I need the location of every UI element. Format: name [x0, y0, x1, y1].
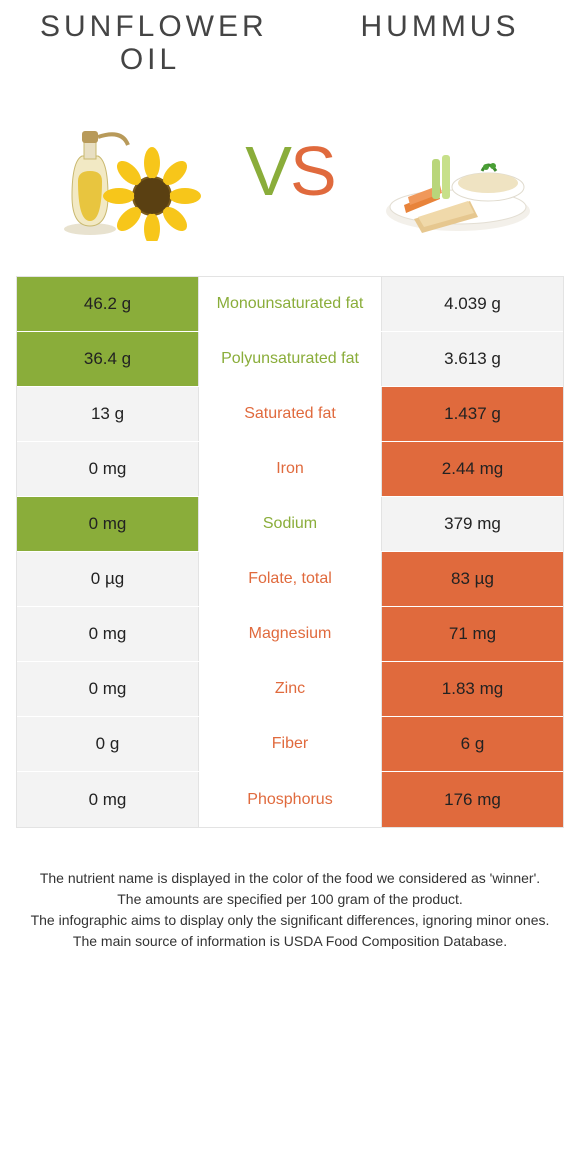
nutrient-label: Monounsaturated fat	[199, 277, 381, 331]
left-value: 13 g	[17, 387, 199, 441]
right-value: 1.83 mg	[381, 662, 563, 716]
table-row: 0 mgPhosphorus176 mg	[17, 772, 563, 827]
footer-line: The main source of information is USDA F…	[30, 931, 550, 952]
header: Sunflower oil Hummus	[0, 0, 580, 76]
table-row: 0 mgSodium379 mg	[17, 497, 563, 552]
right-value: 83 µg	[381, 552, 563, 606]
table-row: 0 mgIron2.44 mg	[17, 442, 563, 497]
right-value: 1.437 g	[381, 387, 563, 441]
right-value: 379 mg	[381, 497, 563, 551]
table-row: 0 mgZinc1.83 mg	[17, 662, 563, 717]
left-value: 0 mg	[17, 662, 199, 716]
right-value: 3.613 g	[381, 332, 563, 386]
left-value: 46.2 g	[17, 277, 199, 331]
right-value: 6 g	[381, 717, 563, 771]
right-value: 4.039 g	[381, 277, 563, 331]
vs-label: VS	[245, 131, 334, 211]
title-left: Sunflower oil	[40, 10, 260, 76]
nutrient-label: Sodium	[199, 497, 381, 551]
right-value: 71 mg	[381, 607, 563, 661]
left-value: 0 mg	[17, 607, 199, 661]
nutrient-label: Iron	[199, 442, 381, 496]
nutrient-table: 46.2 gMonounsaturated fat4.039 g36.4 gPo…	[16, 276, 564, 828]
nutrient-label: Phosphorus	[199, 772, 381, 827]
footer: The nutrient name is displayed in the co…	[0, 868, 580, 952]
right-value: 176 mg	[381, 772, 563, 827]
table-row: 46.2 gMonounsaturated fat4.039 g	[17, 277, 563, 332]
left-value: 0 µg	[17, 552, 199, 606]
nutrient-label: Magnesium	[199, 607, 381, 661]
left-value: 0 g	[17, 717, 199, 771]
nutrient-label: Zinc	[199, 662, 381, 716]
table-row: 0 µgFolate, total83 µg	[17, 552, 563, 607]
left-value: 0 mg	[17, 772, 199, 827]
vs-s: S	[290, 132, 335, 210]
nutrient-label: Saturated fat	[199, 387, 381, 441]
nutrient-label: Folate, total	[199, 552, 381, 606]
vs-v: V	[245, 132, 290, 210]
left-value: 0 mg	[17, 497, 199, 551]
left-value: 36.4 g	[17, 332, 199, 386]
nutrient-label: Fiber	[199, 717, 381, 771]
table-row: 36.4 gPolyunsaturated fat3.613 g	[17, 332, 563, 387]
left-value: 0 mg	[17, 442, 199, 496]
hummus-image	[378, 101, 538, 241]
title-right: Hummus	[340, 10, 540, 76]
sunflower-oil-image	[42, 101, 202, 241]
table-row: 0 gFiber6 g	[17, 717, 563, 772]
nutrient-label: Polyunsaturated fat	[199, 332, 381, 386]
table-row: 0 mgMagnesium71 mg	[17, 607, 563, 662]
footer-line: The infographic aims to display only the…	[30, 910, 550, 931]
footer-line: The amounts are specified per 100 gram o…	[30, 889, 550, 910]
hero: VS	[0, 76, 580, 276]
footer-line: The nutrient name is displayed in the co…	[30, 868, 550, 889]
right-value: 2.44 mg	[381, 442, 563, 496]
table-row: 13 gSaturated fat1.437 g	[17, 387, 563, 442]
